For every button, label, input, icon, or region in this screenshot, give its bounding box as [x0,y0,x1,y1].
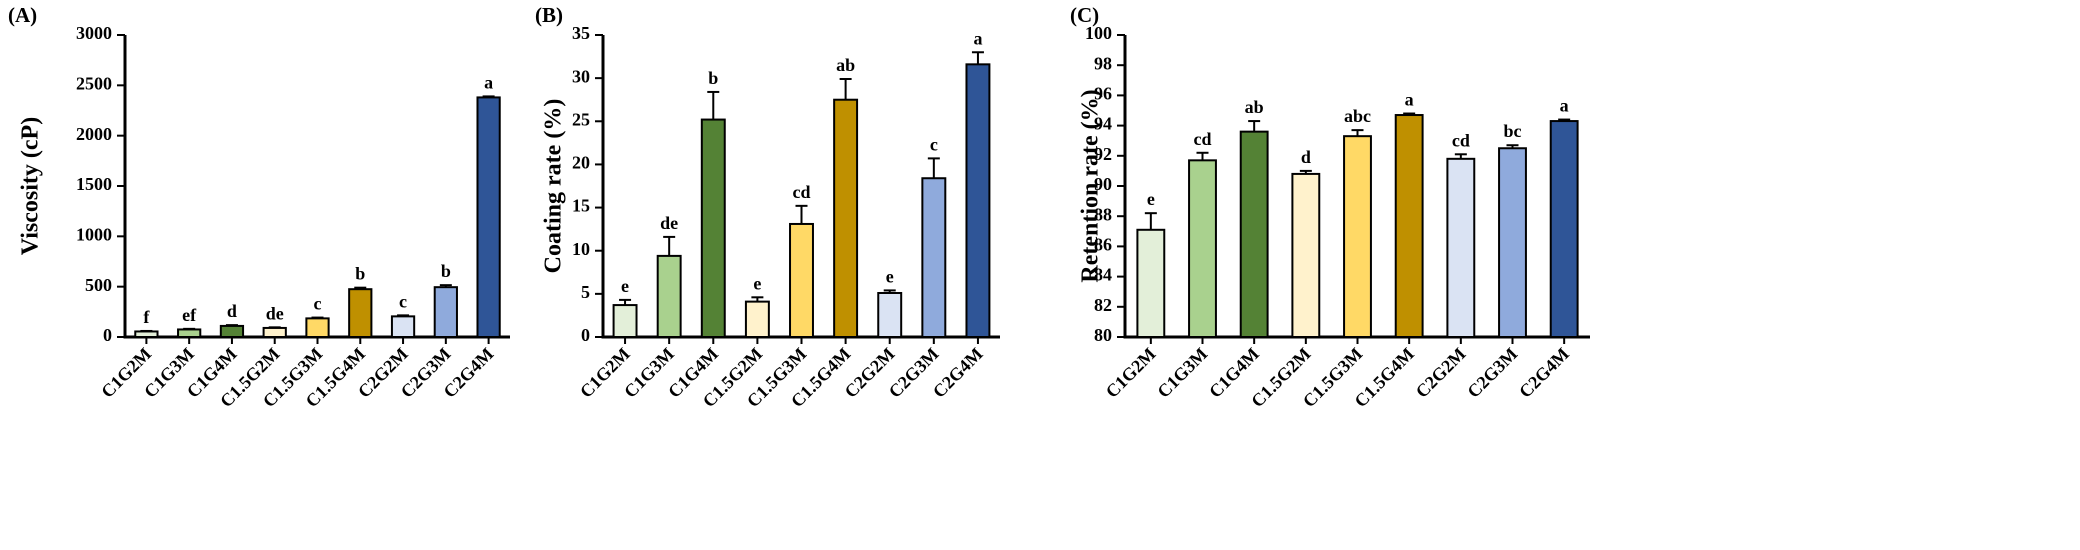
y-tick-label: 2500 [76,73,112,93]
y-tick-label: 10 [572,239,590,259]
significance-letter: e [886,266,894,286]
x-tick-label: C1G3M [1153,344,1211,402]
bar [305,317,330,339]
bar [965,63,991,339]
significance-letter: b [441,261,451,281]
bar [1446,157,1476,338]
x-tick-label: C2G4M [1515,344,1573,402]
significance-letter: d [1301,147,1311,167]
bar [877,291,903,339]
significance-letter: f [143,307,150,327]
significance-letter: de [266,303,284,323]
significance-letter: cd [793,182,811,202]
y-tick-label: 92 [1094,144,1112,164]
significance-letter: de [660,213,678,233]
significance-letter: cd [1194,129,1212,149]
bar [1136,228,1166,338]
bar [348,288,373,338]
y-tick-label: 0 [581,325,590,345]
bar [476,96,501,338]
y-tick-label: 20 [572,153,590,173]
bar [1343,135,1372,338]
significance-letter: e [621,276,629,296]
y-tick-label: 80 [1094,325,1112,345]
y-tick-label: 96 [1094,84,1112,104]
significance-letter: ab [1245,97,1264,117]
chart-panel-2: (B)Coating rate (%)05101520253035eC1G2Md… [535,3,1000,411]
y-tick-label: 90 [1094,174,1112,194]
y-tick-label: 1000 [76,224,112,244]
significance-letter: a [1560,96,1569,116]
bar [177,328,202,339]
bar [1549,120,1579,338]
bar [1498,147,1527,338]
y-tick-label: 2000 [76,124,112,144]
bar [219,324,245,338]
bar [1394,114,1424,338]
bar [700,118,726,338]
bar [612,304,638,338]
y-tick-label: 500 [85,275,112,295]
significance-letter: c [930,134,938,154]
significance-letter: d [227,301,237,321]
bar [833,98,859,339]
chart-panel-3: (C) Retention rate (%) 80 82 84 86 88 90 92 94 96 9… [1070,3,1590,411]
y-tick-label: 30 [572,66,590,86]
y-tick-label: 0 [103,325,112,345]
significance-letter: cd [1452,130,1470,150]
significance-letter: ef [182,305,197,325]
bar [789,222,814,338]
significance-letter: ab [836,55,855,75]
bar [433,286,458,339]
significance-letter: b [708,68,718,88]
significance-letter: c [314,294,322,314]
bar [1239,130,1269,338]
bar [134,330,159,339]
bar [656,254,682,339]
significance-letter: a [973,28,982,48]
y-axis-label: Coating rate (%) [541,99,567,274]
y-tick-label: 88 [1094,204,1112,224]
x-tick-label: C1G2M [1102,344,1160,402]
y-tick-label: 1500 [76,174,112,194]
significance-letter: e [1147,189,1155,209]
significance-letter: b [355,264,365,284]
bar [744,300,770,339]
bar [1188,159,1217,338]
y-tick-label: 84 [1094,265,1112,285]
bar [262,326,287,339]
y-tick-label: 100 [1085,23,1112,43]
y-axis-label: Viscosity (cP) [18,117,44,255]
significance-letter: abc [1344,106,1371,126]
x-tick-label: C2G4M [929,344,987,402]
bar [1291,172,1321,338]
y-tick-label: 35 [572,23,590,43]
y-tick-label: 98 [1094,53,1112,73]
panel-label: (C) [1070,3,1099,27]
y-tick-label: 94 [1094,114,1112,134]
chart-panel-1: (A) Viscosity (cP) 0 500 1000 1500 2000 2500 300… [8,3,510,411]
y-tick-label: 25 [572,109,590,129]
significance-letter: c [399,291,407,311]
y-tick-label: 5 [581,282,590,302]
y-axis-label: Retention rate (%) [1078,89,1104,282]
y-tick-label: 15 [572,196,590,216]
bar [921,177,947,338]
panel-label: (B) [535,3,563,27]
x-tick-label: C2G3M [1463,344,1521,402]
significance-letter: bc [1504,121,1522,141]
bar [390,315,416,339]
panel-label: (A) [8,3,37,27]
y-tick-label: 82 [1094,295,1112,315]
significance-letter: a [484,72,493,92]
significance-letter: a [1405,90,1414,110]
y-tick-label: 3000 [76,23,112,43]
significance-letter: e [753,273,761,293]
y-tick-label: 86 [1094,235,1112,255]
x-tick-label: C2G2M [1412,344,1470,402]
